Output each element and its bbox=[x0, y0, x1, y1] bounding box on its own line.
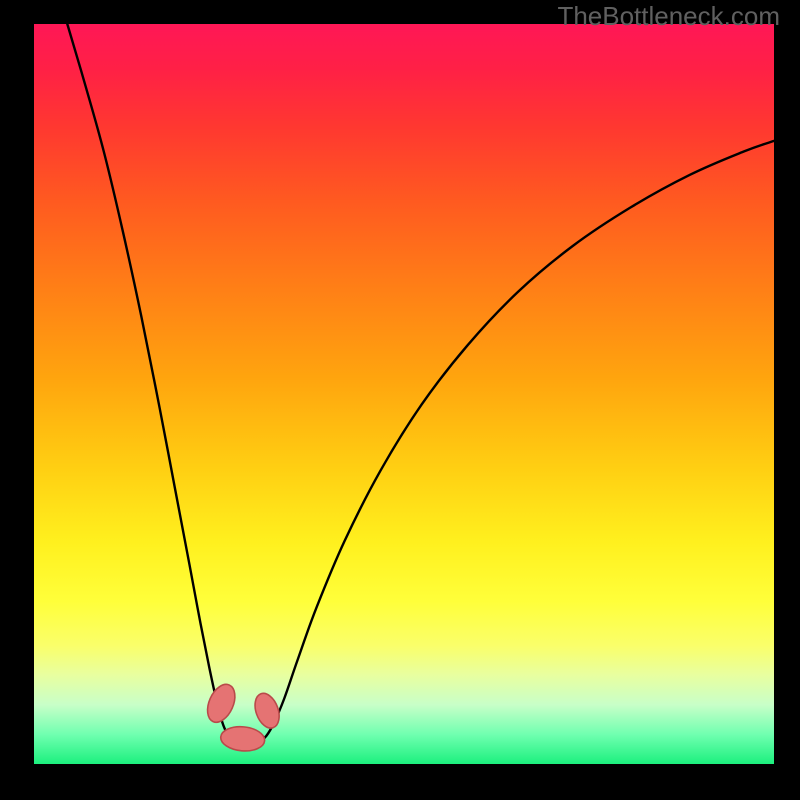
plot-area bbox=[34, 24, 774, 764]
watermark-label: TheBottleneck.com bbox=[557, 1, 780, 32]
